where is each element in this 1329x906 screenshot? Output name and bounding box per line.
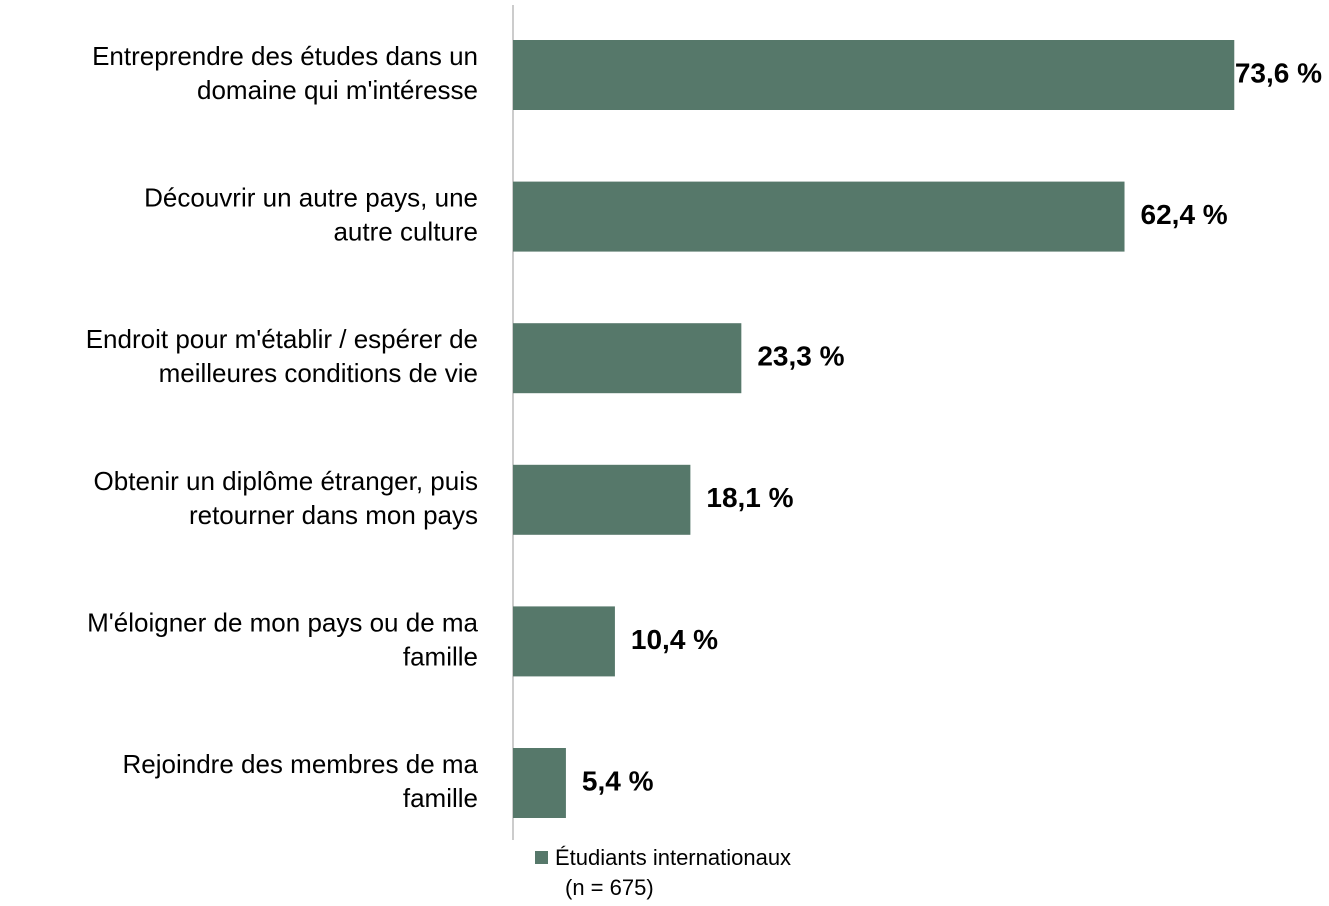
category-label: M'éloigner de mon pays ou de ma famille xyxy=(87,607,478,671)
legend-note: (n = 675) xyxy=(565,875,654,900)
bar xyxy=(513,748,566,818)
value-label: 73,6 % xyxy=(1235,57,1322,88)
value-label: 10,4 % xyxy=(631,624,718,655)
value-label: 23,3 % xyxy=(757,341,844,372)
bar xyxy=(513,606,615,677)
bar xyxy=(513,181,1125,252)
legend-label: Étudiants internationaux xyxy=(555,845,791,870)
category-label: Endroit pour m'établir / espérer de meill… xyxy=(86,324,478,388)
category-label: Découvrir un autre pays, une autre cultur… xyxy=(144,182,478,246)
bar xyxy=(513,464,691,535)
value-label: 62,4 % xyxy=(1141,199,1228,230)
legend-swatch xyxy=(535,851,548,864)
value-label: 18,1 % xyxy=(706,482,793,513)
category-label: Entreprendre des études dans un domaine q… xyxy=(92,41,478,105)
bar xyxy=(513,40,1235,110)
bar xyxy=(513,323,742,394)
value-label: 5,4 % xyxy=(582,765,654,796)
category-label: Rejoindre des membres de ma famille xyxy=(123,749,479,813)
category-label: Obtenir un diplôme étranger, puis retourn… xyxy=(94,466,478,530)
